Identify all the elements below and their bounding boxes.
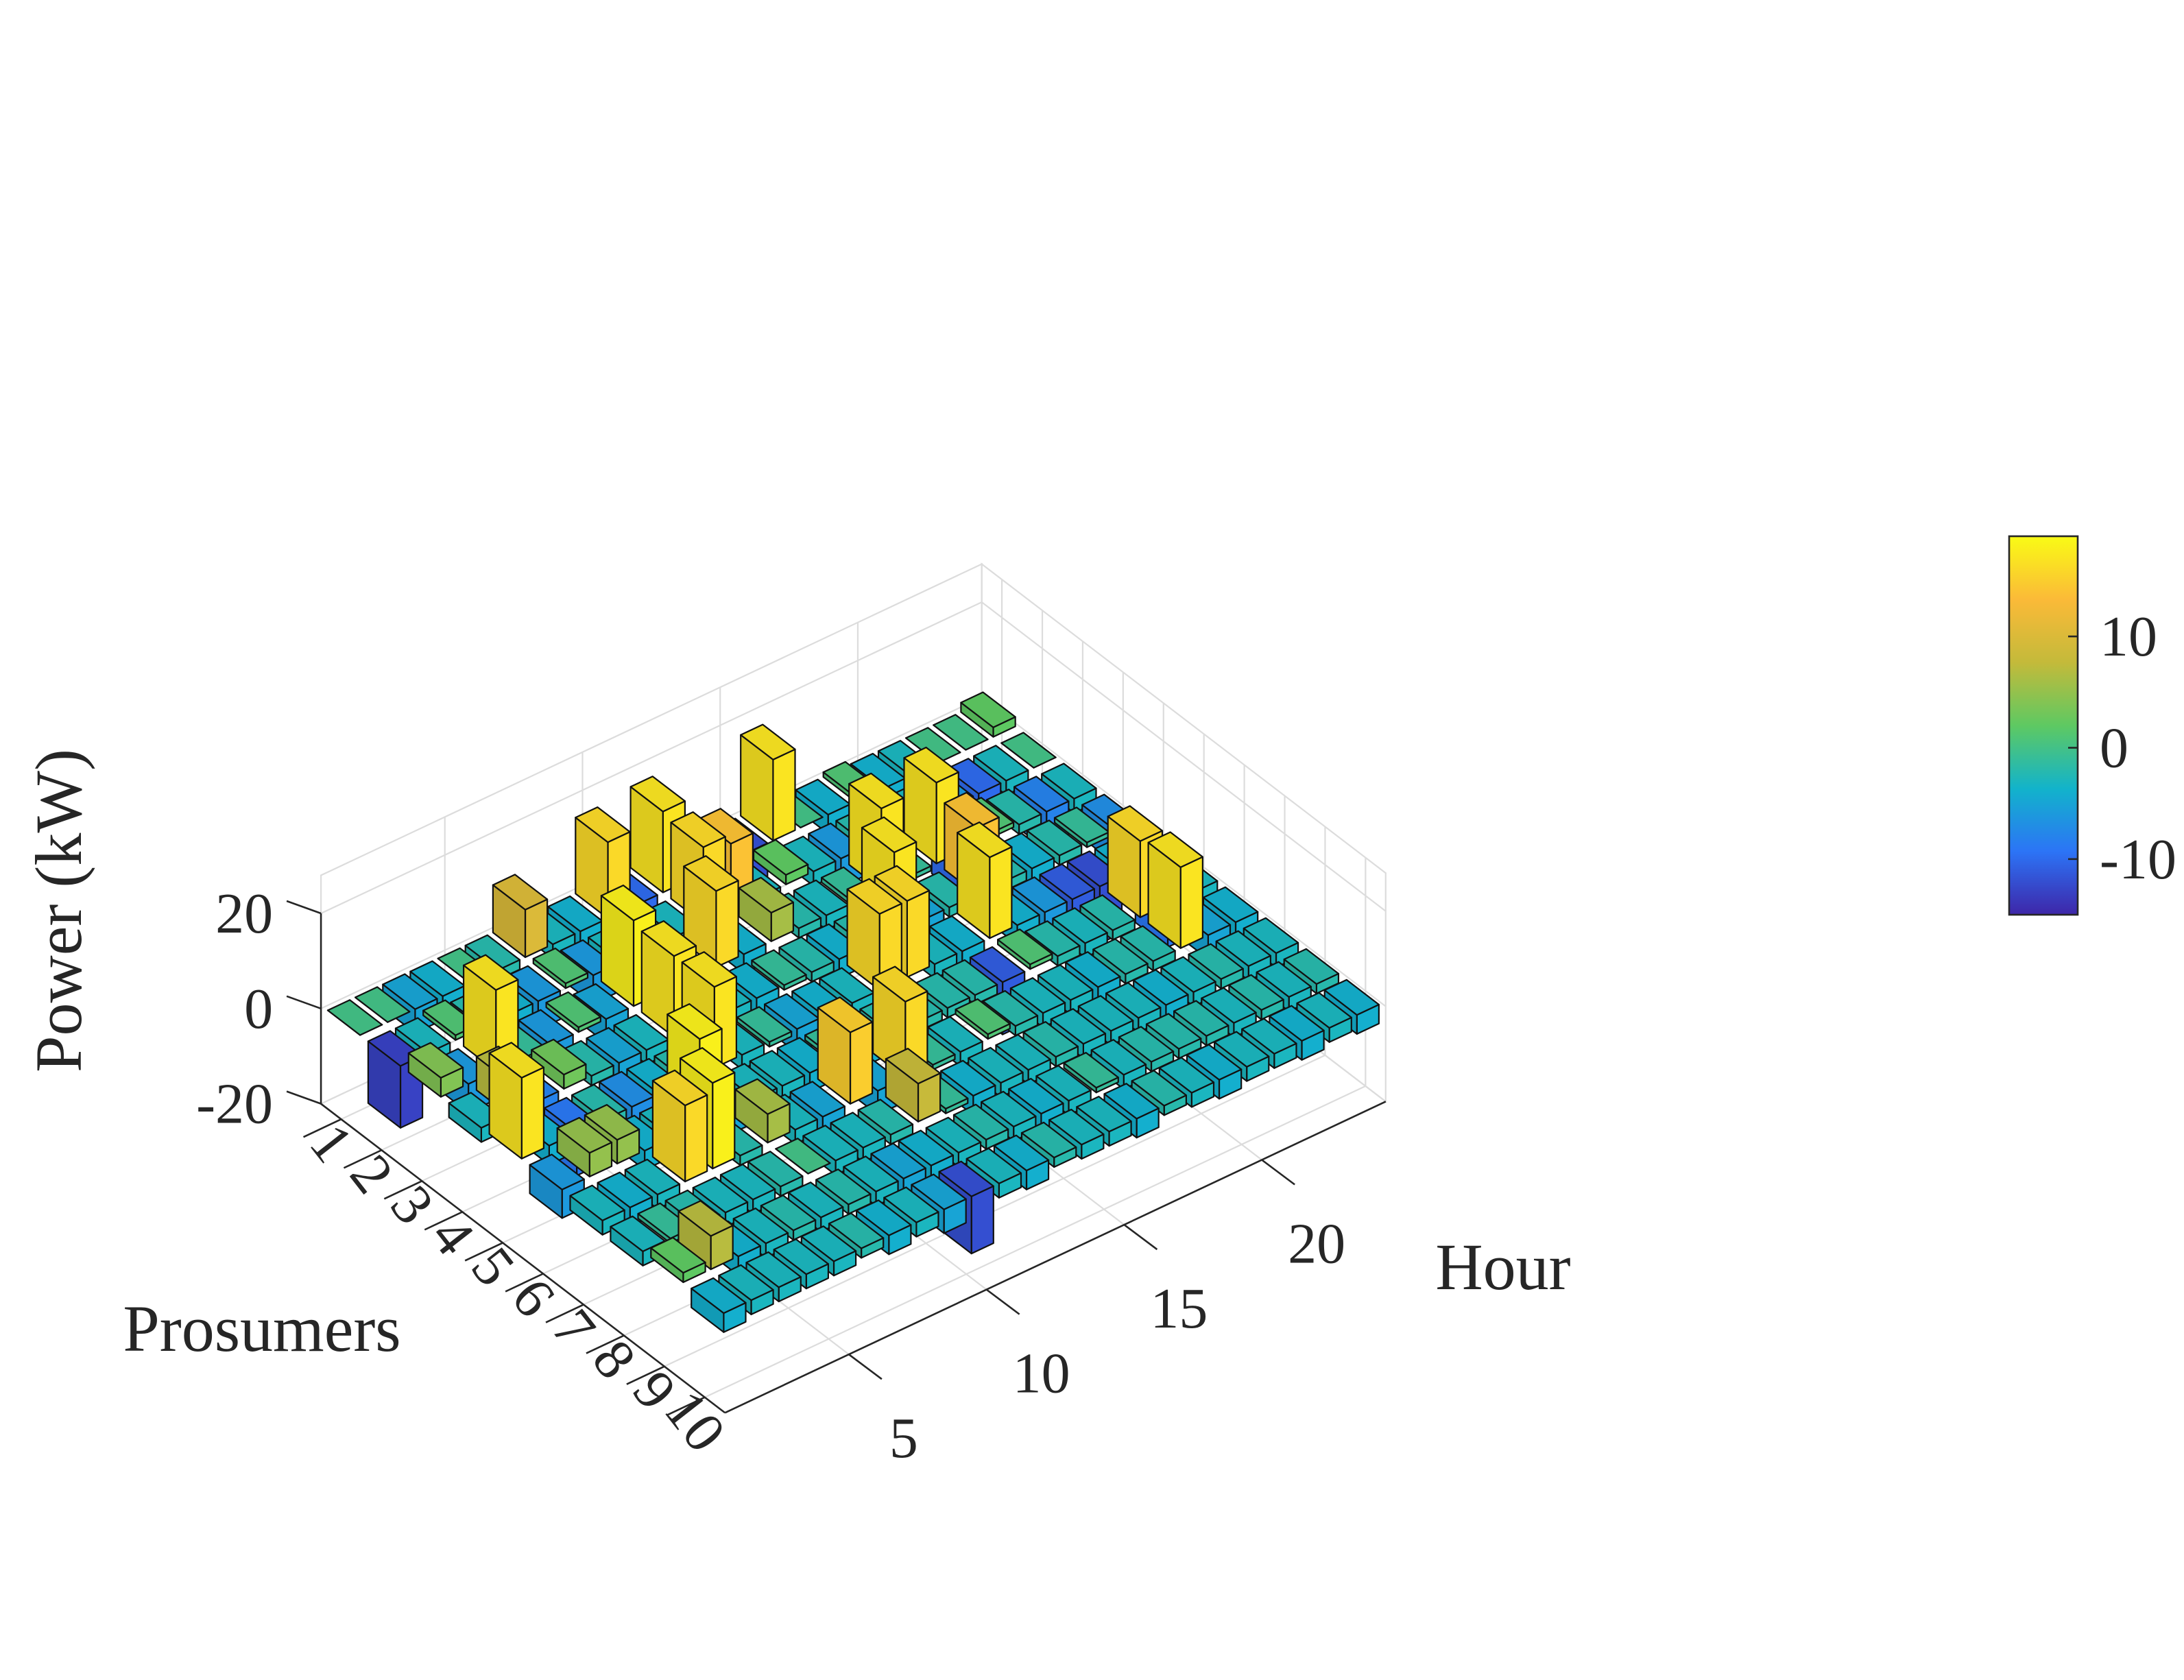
prosumer-tick [586,1334,625,1354]
hour-tick [848,1354,883,1380]
bar [545,991,601,1033]
bar [872,965,928,1079]
bar [957,821,1013,939]
prosumer-tick [505,1273,544,1293]
prosumer-tick-label: 2 [338,1143,406,1205]
bar [488,1042,545,1160]
prosumer-tick [343,1149,383,1169]
prosumer-tick [667,1396,706,1416]
bar [677,1200,734,1271]
bar [734,1078,791,1144]
prosumer-tick-label: 7 [540,1297,608,1359]
bar [1147,831,1204,949]
bar [736,1006,793,1048]
prosumer-tick [302,1118,342,1138]
bar [691,1277,747,1333]
bar [1145,1013,1202,1059]
bar [740,723,796,841]
bar [532,947,589,989]
hour-tick [985,1288,1020,1315]
bar [650,1236,706,1284]
z-tick [286,1090,322,1105]
z-tick-label: 0 [244,977,273,1041]
bar [927,1016,983,1067]
bar [326,999,383,1036]
bar [1118,1026,1175,1072]
hour-tick [1261,1159,1295,1186]
bar [933,714,989,751]
bar [955,998,1011,1040]
prosumer-tick-label: 5 [459,1236,527,1297]
bars-layer [326,691,1380,1333]
colorbar-tick-label: -10 [2100,828,2176,891]
bar [1063,1051,1119,1094]
z-tick [286,995,322,1010]
prosumer-tick [545,1304,584,1323]
bar [960,691,1016,738]
hour-tick-label: 10 [1013,1342,1070,1406]
bar [651,1069,708,1183]
prosumer-tick [626,1365,665,1385]
prosumer-tick-label: 1 [298,1112,365,1174]
bar [556,1116,613,1178]
prosumer-tick [464,1242,503,1262]
bar [885,1047,941,1123]
hour-axis-title: Hour [1435,1230,1570,1304]
colorbar-tick-label: 0 [2100,716,2128,780]
prosumer-floor-gridline [704,1085,1366,1398]
bar [492,874,549,959]
prosumer-tick-label: 6 [499,1267,567,1328]
bar [738,876,795,942]
bar [752,839,809,885]
prosumer-tick [383,1180,422,1200]
bar [775,1138,831,1175]
prosumer-axis-line [320,1103,726,1414]
prosumer-floor-gridline [664,1054,1325,1367]
bar [1026,819,1083,866]
bar [407,1042,464,1098]
hour-tick-label: 15 [1150,1277,1208,1341]
z-tick-label: -20 [196,1072,273,1136]
z-tick [286,900,322,915]
bar [683,855,739,968]
hour-tick-label: 5 [889,1406,918,1470]
colorbar: 10 0 -10 [2008,535,2176,916]
prosumer-tick-label: 8 [580,1329,648,1391]
colorbar-gradient [2008,535,2079,916]
bar [996,928,1053,970]
hour-tick [1123,1224,1158,1251]
bar [828,1212,885,1259]
bar [817,996,874,1105]
prosumer-tick-label: 4 [418,1205,486,1267]
z-axis-title: Power (kW) [22,749,95,1072]
hour-tick-label: 20 [1288,1212,1345,1276]
hour-axis-line [724,1101,1387,1414]
z-tick-label: 20 [215,882,273,946]
bar [751,949,807,991]
z-gridline [320,601,1387,914]
prosumer-axis-title: Prosumers [123,1292,400,1365]
prosumer-tick-label: 3 [378,1174,446,1236]
bar [354,986,411,1023]
bar [531,1038,587,1090]
prosumer-tick [424,1211,463,1231]
colorbar-tick-label: 10 [2100,605,2157,669]
bar [569,1184,625,1236]
bar [1000,732,1057,769]
